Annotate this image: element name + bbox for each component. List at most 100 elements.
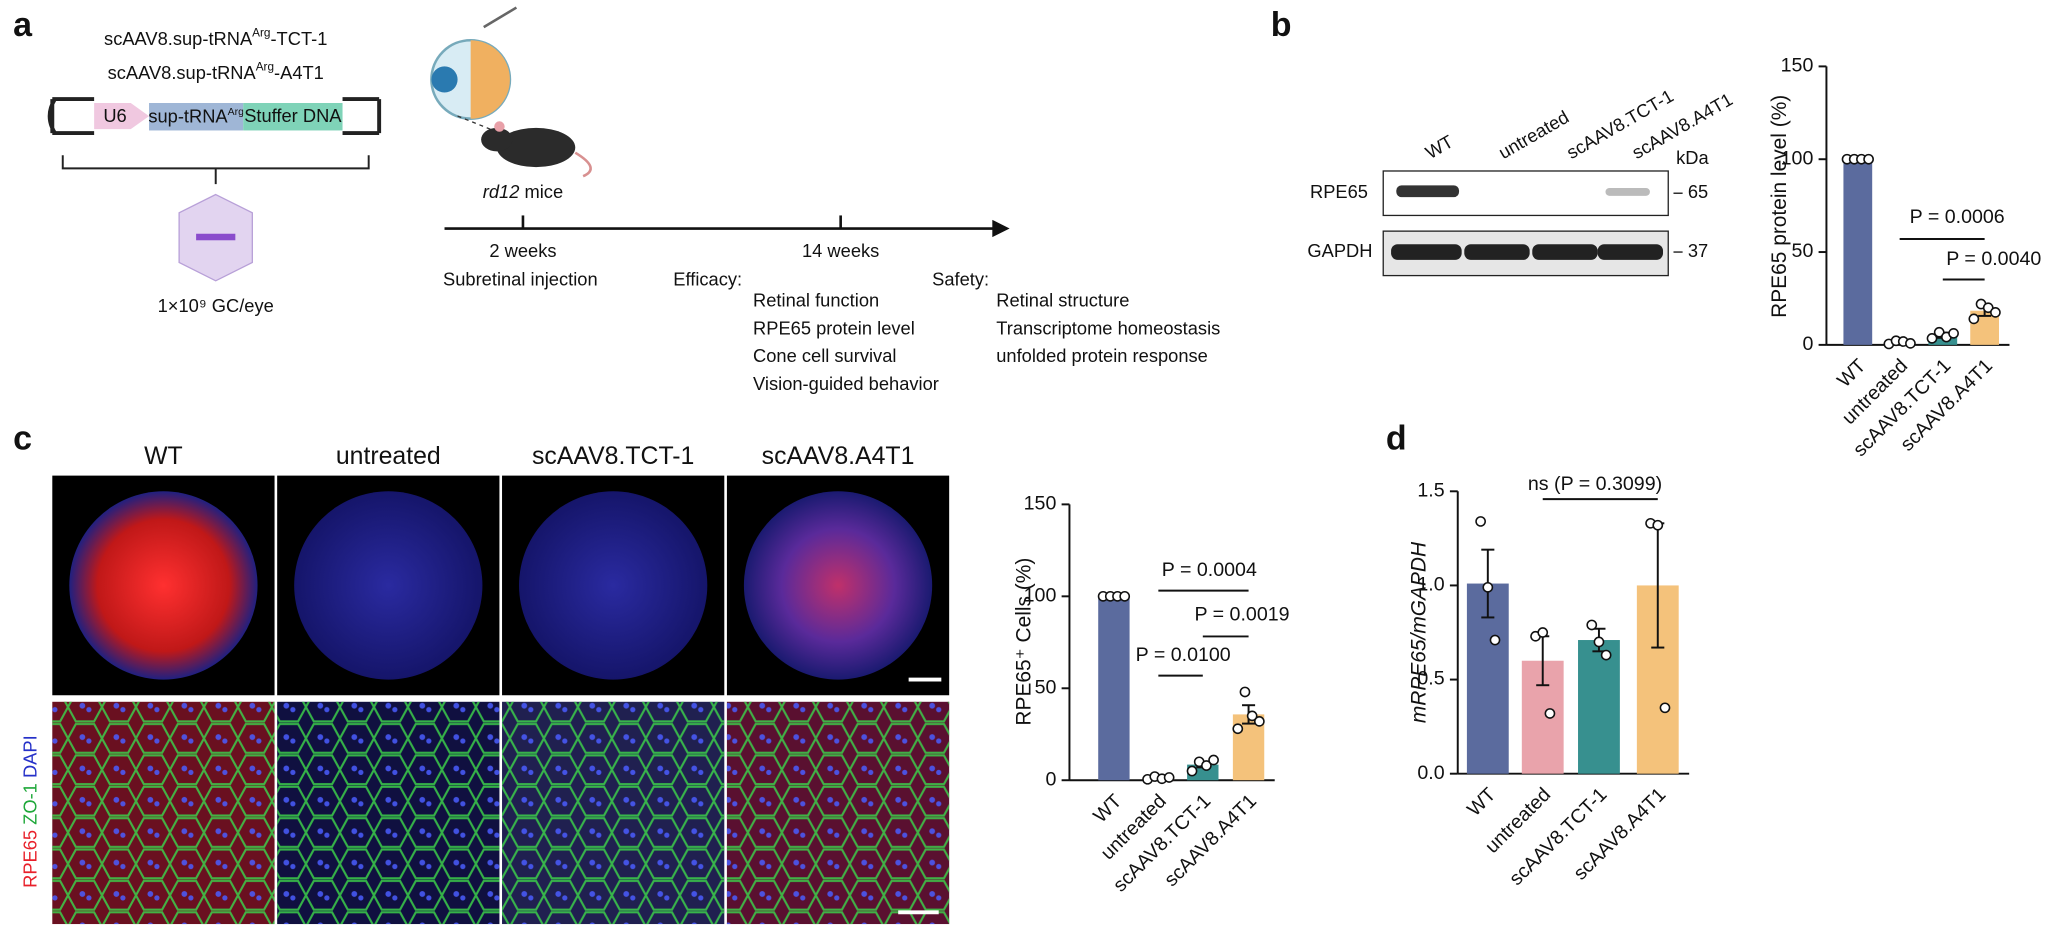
stain: RPE65 [19,830,40,888]
bar-chart: 0.00.51.01.5mRPE65/mGAPDHWTuntreatedscAA… [1407,473,1690,890]
panel-label: b [1271,6,1292,44]
mouse-illustration [481,121,592,178]
superscript: Arg [228,107,244,118]
timepoint: 2 weeks [489,240,556,261]
bar [1578,640,1620,774]
significance-label: P = 0.0006 [1910,206,2005,228]
y-tick-label: 150 [1024,493,1057,515]
data-point [1119,590,1131,602]
data-point [1933,326,1945,338]
y-tick-label: 1.5 [1417,479,1444,501]
blot-band [1464,244,1530,260]
data-point [1201,760,1212,771]
y-tick-label: 100 [1024,585,1057,607]
safety-item: unfolded protein response [996,345,1208,366]
safety-heading: Safety: [932,269,989,290]
stuffer-box [243,103,343,131]
blot-band [1396,185,1460,198]
efficacy-heading: Efficacy: [673,269,742,290]
data-point [1593,636,1605,648]
rpe-overlay [52,701,275,925]
y-tick-label: 100 [1781,147,1814,169]
lane-label: scAAV8.TCT-1 [1563,85,1677,163]
panel-label: a [13,6,33,44]
data-point [1232,723,1244,735]
text: rd12 [483,181,520,202]
promoter-arrow [94,103,150,130]
data-point [1990,307,2001,318]
rpe-overlay [726,701,950,925]
timeline [444,215,1010,238]
data-point [1253,716,1265,727]
text: mice [519,181,563,202]
data-point [1208,754,1219,766]
efficacy-item: Vision-guided behavior [753,373,939,394]
rpe-overlay [502,701,725,925]
x-tick-label: WT [1463,784,1500,821]
data-point [1968,313,1980,325]
efficacy-item: Retinal function [753,290,879,311]
retina [294,491,483,680]
construct-label: scAAV8.sup-tRNAArg-A4T1 [108,61,324,83]
stain-label: RPE65 ZO-1 DAPI [19,735,40,888]
stain: ZO-1 [19,783,40,825]
safety-item: Transcriptome homeostasis [996,317,1220,338]
outcome-lists: Retinal function RPE65 protein level Cone … [753,290,1220,395]
superscript: Arg [256,61,274,74]
text: sup-tRNA [148,105,228,126]
safety-item: Retinal structure [996,290,1129,311]
column-header: untreated [336,443,441,470]
significance-label: ns (P = 0.3099) [1528,473,1662,495]
timepoint-event: Subretinal injection [443,269,598,290]
blot-band [1391,244,1462,260]
data-point [1475,516,1486,527]
panel-label: c [13,419,32,457]
data-point [1489,634,1501,646]
trna-label: sup-tRNAArg [148,105,244,126]
stuffer-label: Stuffer DNA [244,105,342,126]
data-point [1926,333,1938,344]
construct-label: scAAV8.sup-tRNAArg-TCT-1 [104,27,327,49]
text: -TCT-1 [270,28,327,49]
data-point [1239,686,1251,698]
data-point [1186,765,1198,777]
data-point [1586,619,1598,631]
data-point [1544,708,1556,719]
data-point [1246,710,1258,722]
retina [69,491,258,680]
data-point [1905,338,1916,349]
timepoint: 14 weeks [802,240,879,261]
data-point [1482,581,1494,593]
blot-band [1532,244,1598,260]
retina [743,491,933,680]
y-tick-label: 50 [1792,240,1814,262]
data-point [1948,328,1959,339]
vector-diagram [47,97,382,185]
data-point [1863,153,1874,165]
y-tick-label: 150 [1781,55,1814,77]
data-point [1659,702,1671,714]
model-label: rd12 mice [483,181,563,202]
blot-row-label: GAPDH [1307,240,1372,261]
bar [1098,596,1130,781]
y-tick-label: 0.5 [1417,668,1444,690]
dose-label: 1×10⁹ GC/eye [158,295,274,316]
lane-label: untreated [1495,106,1572,163]
blot-band [1597,244,1664,260]
efficacy-item: Cone cell survival [753,345,896,366]
efficacy-item: RPE65 protein level [753,317,915,338]
lane-label: WT [1422,131,1457,163]
significance-label: P = 0.0040 [1946,248,2041,270]
data-point [1600,649,1612,661]
trna-box [149,103,244,131]
y-axis-label: RPE65⁺ Cells (%) [1013,558,1036,726]
significance-label: P = 0.0019 [1194,604,1289,626]
rpe-overlay [277,701,500,925]
eye-illustration [430,6,518,133]
superscript: Arg [252,27,270,40]
marker-label: 65 [1688,181,1708,202]
marker-label: 37 [1688,240,1708,261]
significance-label: P = 0.0100 [1136,644,1231,666]
